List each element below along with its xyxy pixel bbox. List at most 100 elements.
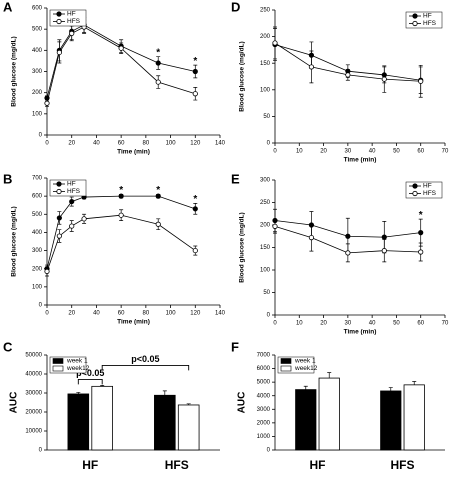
panel-label: E <box>231 171 240 186</box>
point <box>155 193 161 199</box>
legend-marker <box>412 13 418 19</box>
point <box>69 30 75 37</box>
point <box>418 249 424 255</box>
x-tick-label: 120 <box>190 141 201 147</box>
y-tick-label: 3000 <box>257 407 271 413</box>
x-tick-label: 20 <box>320 149 327 155</box>
y-axis-label: Blood glucose (mg/dL) <box>239 212 246 282</box>
x-tick-label: 80 <box>143 141 150 147</box>
x-tick-label: 120 <box>190 311 201 317</box>
panel-label: A <box>3 0 13 14</box>
point <box>69 223 75 229</box>
y-tick-label: 2000 <box>257 420 271 426</box>
point <box>192 68 198 75</box>
x-tick-label: 0 <box>273 149 277 155</box>
legend-label: HFS <box>423 20 437 27</box>
x-tick-label: 70 <box>442 149 449 155</box>
point <box>418 230 424 236</box>
point <box>192 91 198 97</box>
legend-label: HFS <box>67 188 81 195</box>
point <box>308 235 315 241</box>
x-tick-label: 20 <box>68 141 75 147</box>
category-label: HFS <box>165 458 189 472</box>
point <box>345 72 351 78</box>
y-axis-label: AUC <box>237 392 248 414</box>
x-tick-label: 100 <box>166 311 177 317</box>
axis-line <box>274 180 445 316</box>
point <box>345 250 351 256</box>
y-tick-label: 500 <box>32 212 43 218</box>
legend-marker <box>412 20 418 27</box>
point <box>381 234 387 240</box>
x-tick-label: 50 <box>393 321 400 327</box>
x-tick-label: 10 <box>296 321 303 327</box>
category-label: HF <box>82 458 98 472</box>
y-tick-label: 600 <box>32 194 43 200</box>
y-tick-label: 100 <box>32 111 43 117</box>
x-tick-label: 70 <box>442 321 449 327</box>
series-line <box>46 195 196 269</box>
series-line <box>46 214 196 272</box>
legend-marker <box>56 188 62 195</box>
y-tick-label: 0 <box>267 141 271 147</box>
y-tick-label: 250 <box>260 8 271 14</box>
point <box>155 221 161 227</box>
y-tick-label: 0 <box>267 313 271 319</box>
y-tick-label: 700 <box>32 176 43 182</box>
y-tick-label: 100 <box>260 268 271 274</box>
y-axis-label: Blood glucose (mg/dL) <box>11 206 18 276</box>
legend-label: week12 <box>66 365 90 372</box>
point <box>56 49 62 56</box>
y-tick-label: 200 <box>32 266 43 272</box>
panel-label: F <box>231 339 239 354</box>
point <box>44 268 50 275</box>
legend-swatch <box>52 358 64 364</box>
bracket <box>77 378 103 385</box>
y-tick-label: 7000 <box>257 353 271 359</box>
legend-marker <box>56 181 62 187</box>
legend-marker <box>412 183 418 189</box>
legend-label: HF <box>423 13 432 20</box>
point <box>118 45 124 51</box>
y-tick-label: 300 <box>260 178 271 184</box>
series-line <box>46 26 196 104</box>
bar <box>380 390 402 451</box>
y-tick-label: 400 <box>32 230 43 236</box>
point <box>381 76 387 82</box>
y-tick-label: 50 <box>263 290 270 296</box>
x-tick-label: 40 <box>369 321 376 327</box>
legend-label: week 1 <box>66 358 88 365</box>
x-tick-label: 30 <box>345 149 352 155</box>
y-tick-label: 200 <box>260 223 271 229</box>
bar <box>403 384 425 451</box>
point <box>381 248 387 254</box>
x-axis-label: Time (min) <box>344 329 377 336</box>
y-tick-label: 1000 <box>257 434 271 440</box>
bar <box>318 377 340 451</box>
y-tick-label: 600 <box>32 6 43 12</box>
significance-star: * <box>119 185 123 196</box>
point <box>118 212 124 218</box>
x-tick-label: 30 <box>345 321 352 327</box>
bar <box>67 393 90 451</box>
x-tick-label: 10 <box>296 149 303 155</box>
legend-swatch <box>52 365 64 372</box>
x-tick-label: 140 <box>215 311 226 317</box>
x-tick-label: 50 <box>393 149 400 155</box>
legend-label: HF <box>67 11 76 18</box>
point <box>192 206 198 212</box>
y-tick-label: 150 <box>260 245 271 251</box>
x-tick-label: 40 <box>369 149 376 155</box>
point <box>418 78 424 84</box>
point <box>272 223 278 229</box>
legend-swatch <box>280 365 292 372</box>
point <box>69 198 75 205</box>
significance-star: * <box>193 56 197 67</box>
point <box>155 60 161 66</box>
x-axis-label: Time (min) <box>117 319 150 326</box>
y-tick-label: 0 <box>39 303 43 309</box>
legend-marker <box>412 190 418 197</box>
y-tick-label: 50000 <box>25 353 42 359</box>
y-tick-label: 400 <box>32 48 43 54</box>
x-tick-label: 40 <box>93 141 100 147</box>
